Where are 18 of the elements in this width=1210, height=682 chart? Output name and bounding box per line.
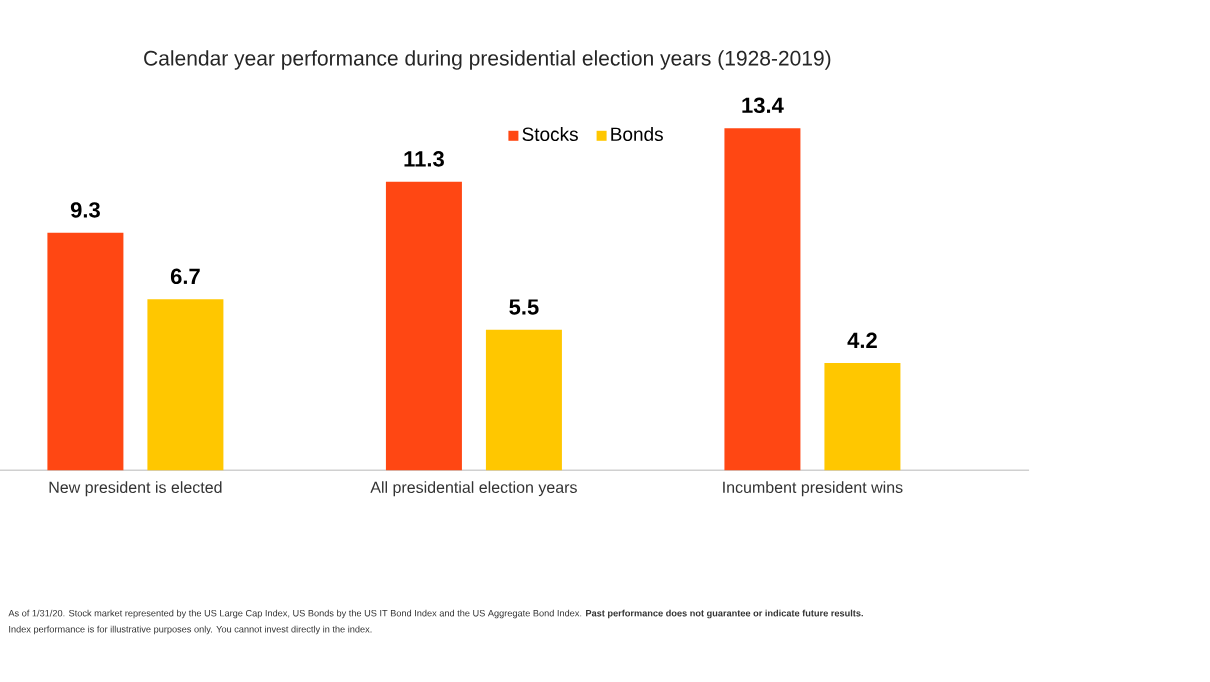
data-label: 9.3 bbox=[70, 202, 100, 218]
data-label: 13.4 bbox=[742, 97, 784, 114]
legend-label: Bonds bbox=[611, 127, 663, 141]
legend-label: Stocks bbox=[522, 127, 578, 141]
data-label: 5.5 bbox=[509, 299, 539, 315]
x-tick-label: Incumbent president wins bbox=[723, 481, 903, 497]
bar bbox=[385, 181, 462, 471]
data-label: 11.3 bbox=[404, 151, 444, 167]
bar bbox=[485, 329, 562, 471]
x-tick-label: New president is elected bbox=[49, 481, 222, 497]
bar bbox=[47, 232, 124, 471]
data-label: 6.7 bbox=[170, 268, 200, 285]
bar bbox=[724, 128, 801, 471]
bar bbox=[147, 299, 224, 471]
chart-title: Calendar year performance during presidential election years (1928-2019) bbox=[144, 50, 831, 70]
data-label: 4.2 bbox=[847, 332, 877, 348]
bar bbox=[824, 362, 901, 471]
x-tick-label: All presidential election years bbox=[370, 481, 577, 497]
